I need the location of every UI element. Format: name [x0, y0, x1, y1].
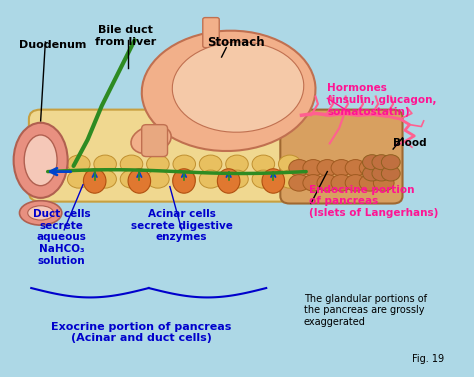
Circle shape — [252, 155, 274, 173]
Ellipse shape — [262, 169, 284, 193]
Circle shape — [120, 170, 143, 188]
Circle shape — [289, 175, 310, 191]
Text: Duct cells
secrete
aqueous
NaHCO₃
solution: Duct cells secrete aqueous NaHCO₃ soluti… — [33, 209, 91, 265]
Circle shape — [146, 155, 169, 173]
Circle shape — [173, 155, 195, 173]
FancyBboxPatch shape — [29, 110, 316, 202]
Text: Fig. 19: Fig. 19 — [412, 354, 444, 364]
Circle shape — [94, 155, 117, 173]
Circle shape — [120, 155, 143, 173]
Circle shape — [94, 170, 117, 188]
Ellipse shape — [27, 206, 54, 220]
Text: Blood: Blood — [393, 138, 427, 148]
Circle shape — [345, 159, 366, 176]
Circle shape — [200, 155, 222, 173]
Circle shape — [331, 175, 352, 191]
Circle shape — [252, 170, 274, 188]
Circle shape — [278, 155, 301, 173]
Circle shape — [226, 155, 248, 173]
Ellipse shape — [83, 169, 106, 193]
Text: The glandular portions of
the pancreas are grossly
exaggerated: The glandular portions of the pancreas a… — [304, 294, 427, 327]
Circle shape — [372, 166, 391, 181]
Text: Endocrine portion
of pancreas
(Islets of Langerhans): Endocrine portion of pancreas (Islets of… — [309, 185, 438, 218]
Circle shape — [67, 155, 90, 173]
Circle shape — [317, 159, 337, 176]
Text: Duodenum: Duodenum — [19, 40, 87, 50]
Circle shape — [363, 155, 382, 170]
Circle shape — [303, 175, 324, 191]
Circle shape — [303, 159, 324, 176]
Ellipse shape — [142, 31, 316, 151]
Circle shape — [41, 155, 64, 173]
Text: Acinar cells
secrete digestive
enzymes: Acinar cells secrete digestive enzymes — [131, 209, 233, 242]
Circle shape — [278, 170, 301, 188]
FancyBboxPatch shape — [142, 125, 167, 156]
Ellipse shape — [173, 42, 304, 132]
Text: Exocrine portion of pancreas
(Acinar and duct cells): Exocrine portion of pancreas (Acinar and… — [52, 322, 232, 343]
Ellipse shape — [14, 123, 68, 198]
Circle shape — [331, 159, 352, 176]
Ellipse shape — [128, 169, 151, 193]
Circle shape — [363, 166, 382, 181]
Circle shape — [317, 175, 337, 191]
FancyBboxPatch shape — [280, 110, 402, 204]
Circle shape — [226, 170, 248, 188]
Circle shape — [382, 166, 400, 181]
Circle shape — [359, 159, 380, 176]
Circle shape — [382, 155, 400, 170]
FancyBboxPatch shape — [203, 18, 219, 48]
Ellipse shape — [218, 169, 240, 193]
Circle shape — [200, 170, 222, 188]
Ellipse shape — [24, 135, 57, 186]
Circle shape — [374, 175, 394, 191]
Circle shape — [345, 175, 366, 191]
Text: Hormones
(insulin, glucagon,
somatostatin): Hormones (insulin, glucagon, somatostati… — [328, 83, 437, 116]
Circle shape — [372, 155, 391, 170]
Ellipse shape — [19, 201, 62, 225]
Circle shape — [359, 175, 380, 191]
Circle shape — [41, 170, 64, 188]
Circle shape — [67, 170, 90, 188]
Circle shape — [146, 170, 169, 188]
Circle shape — [374, 159, 394, 176]
Text: Bile duct
from liver: Bile duct from liver — [95, 25, 156, 47]
Ellipse shape — [173, 169, 195, 193]
Ellipse shape — [131, 126, 171, 154]
Circle shape — [173, 170, 195, 188]
Text: Stomach: Stomach — [207, 36, 264, 49]
Circle shape — [289, 159, 310, 176]
